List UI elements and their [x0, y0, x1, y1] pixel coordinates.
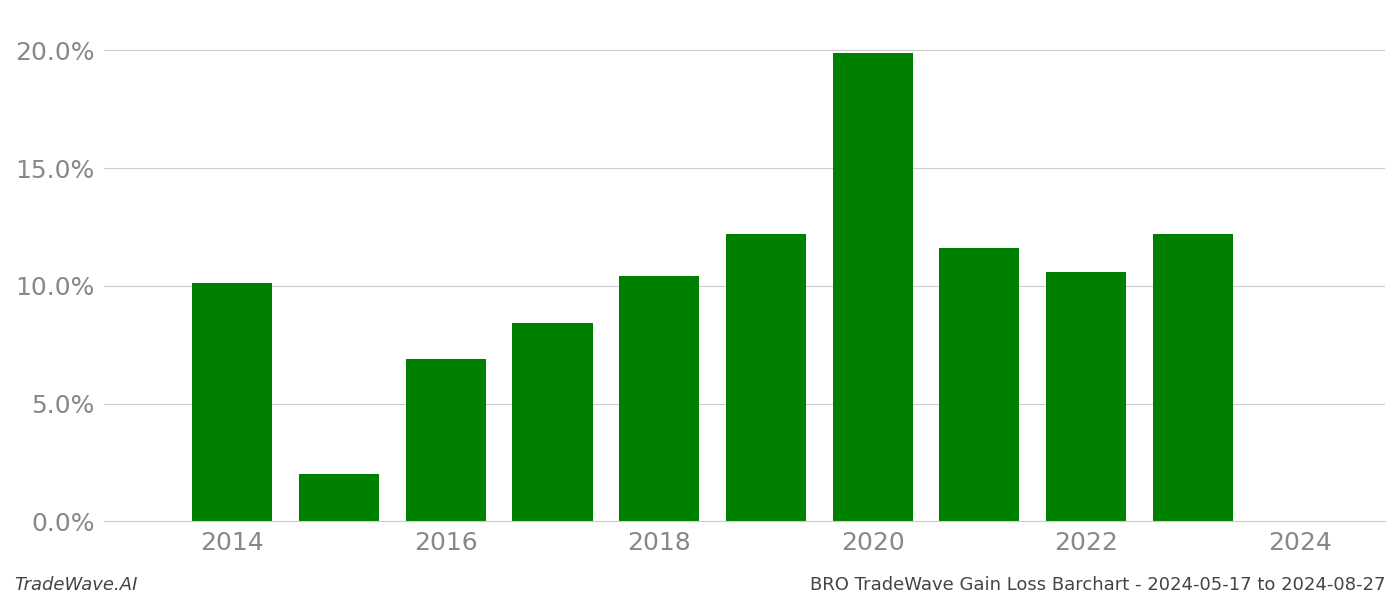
Bar — [300, 474, 379, 521]
Bar — [1046, 272, 1126, 521]
Bar — [619, 277, 699, 521]
Bar — [833, 53, 913, 521]
Bar — [727, 234, 806, 521]
Bar — [192, 283, 273, 521]
Bar — [406, 359, 486, 521]
Bar — [1152, 234, 1233, 521]
Bar — [512, 323, 592, 521]
Text: BRO TradeWave Gain Loss Barchart - 2024-05-17 to 2024-08-27: BRO TradeWave Gain Loss Barchart - 2024-… — [811, 576, 1386, 594]
Text: TradeWave.AI: TradeWave.AI — [14, 576, 137, 594]
Bar — [939, 248, 1019, 521]
